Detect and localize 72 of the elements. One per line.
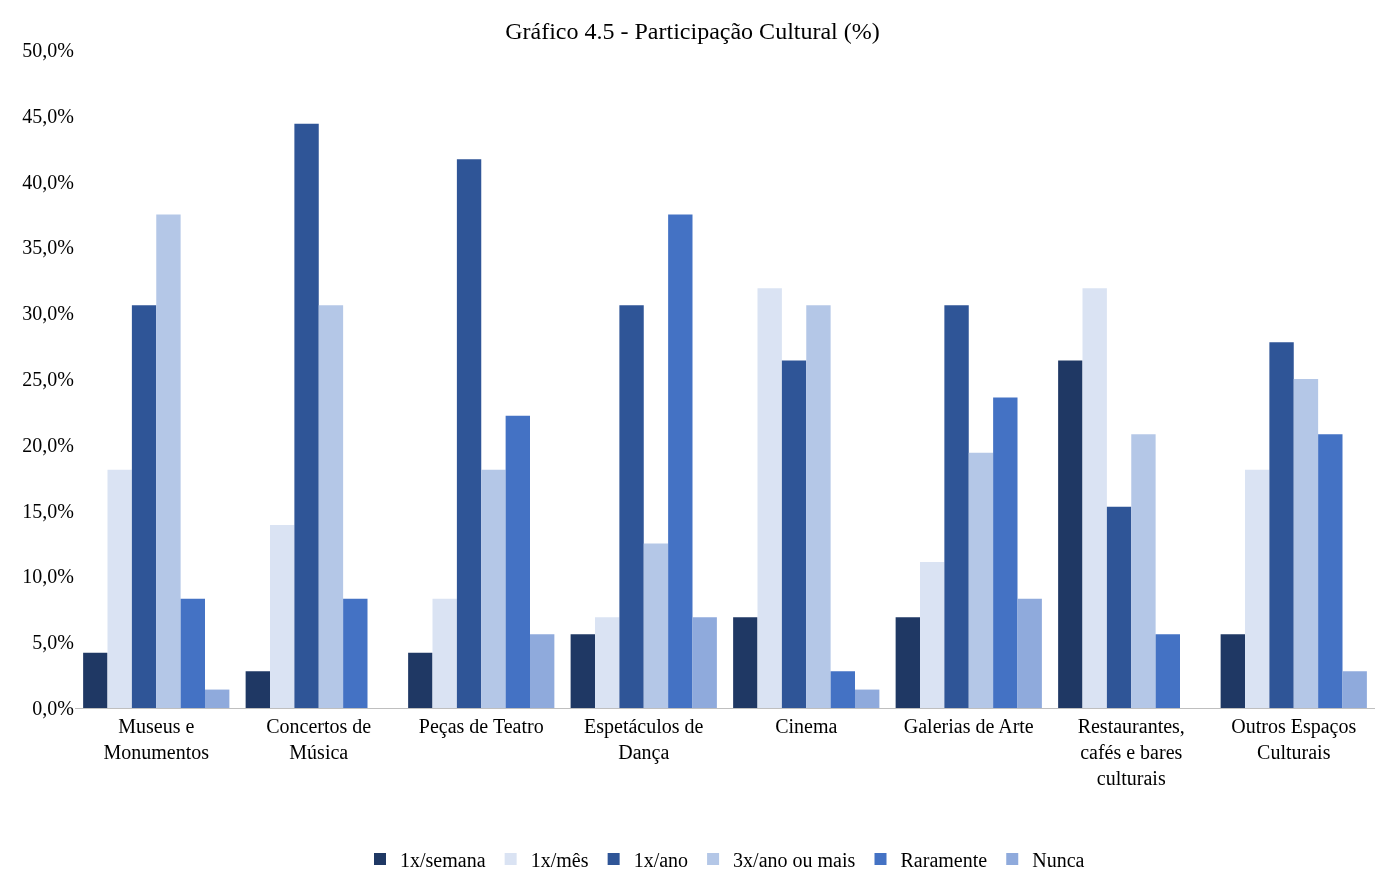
bar: [619, 305, 644, 708]
bar: [205, 689, 230, 708]
legend-label: 3x/ano ou mais: [733, 848, 856, 871]
legend-label: 1x/ano: [633, 848, 689, 871]
bar: [595, 617, 620, 708]
bar: [1131, 434, 1156, 708]
bar: [692, 617, 717, 708]
bar: [855, 689, 880, 708]
bar: [1058, 360, 1083, 708]
chart-title: Gráfico 4.5 - Participação Cultural (%): [505, 18, 880, 45]
legend-label: 1x/mês: [530, 848, 589, 871]
bar: [895, 617, 920, 708]
bar: [757, 288, 782, 708]
bar: [1106, 506, 1132, 708]
bar: [156, 214, 181, 708]
bar: [270, 525, 295, 708]
x-tick-label: Galerias de Arte: [903, 715, 1034, 737]
y-tick-label: 45,0%: [22, 104, 74, 127]
bar: [456, 159, 482, 708]
y-tick-label: 25,0%: [22, 368, 74, 390]
y-tick-label: 35,0%: [22, 236, 74, 259]
bar: [1269, 342, 1294, 708]
bar: [432, 598, 457, 708]
bar: [1082, 288, 1107, 708]
bar: [1318, 434, 1343, 708]
bar: [1245, 469, 1270, 708]
bar: [781, 360, 807, 708]
bar: [1155, 634, 1180, 708]
bar: [1293, 379, 1319, 708]
y-tick-label: 10,0%: [22, 565, 74, 588]
bar: [830, 671, 855, 708]
bar: [318, 305, 344, 708]
x-tick-label: Museus e Monumentos: [103, 715, 210, 763]
y-tick-label: 40,0%: [22, 170, 74, 193]
bar: [180, 598, 205, 708]
bar: [968, 452, 994, 708]
bar: [83, 652, 108, 708]
bar: [131, 305, 157, 708]
bar: [343, 598, 368, 708]
bar: [107, 469, 132, 708]
bar: [668, 214, 693, 708]
legend-label: Raramente: [900, 848, 988, 871]
bar: [294, 123, 319, 708]
bar: [944, 305, 969, 708]
y-tick-label: 0,0%: [32, 697, 74, 719]
bar: [530, 634, 555, 708]
bar: [505, 415, 530, 708]
bar: [920, 561, 945, 708]
y-tick-label: 15,0%: [22, 499, 74, 522]
legend-label: Nunca: [1032, 848, 1085, 871]
bar: [1017, 598, 1042, 708]
x-tick-label: Outros Espaços Culturais: [1231, 715, 1357, 763]
x-tick-label: Cinema: [775, 715, 838, 737]
bar: [408, 652, 433, 708]
y-tick-label: 30,0%: [22, 302, 74, 325]
x-tick-label: Peças de Teatro: [418, 715, 544, 738]
bar: [993, 397, 1018, 708]
y-tick-label: 20,0%: [22, 433, 74, 456]
legend-label: 1x/semana: [400, 848, 486, 871]
bar: [481, 469, 506, 708]
x-tick-label: Restaurantes, cafés e bares culturais: [1077, 715, 1185, 789]
bar: [643, 543, 669, 708]
bar: [806, 305, 831, 708]
bar: [1220, 634, 1245, 708]
x-tick-label: Espetáculos de Dança: [584, 715, 704, 764]
bar: [570, 634, 595, 708]
bar: [733, 617, 758, 708]
bar: [245, 671, 270, 708]
x-tick-label: Concertos de Música: [266, 715, 372, 763]
bar: [1342, 671, 1367, 708]
y-tick-label: 5,0%: [32, 631, 74, 654]
y-tick-label: 50,0%: [22, 39, 74, 61]
